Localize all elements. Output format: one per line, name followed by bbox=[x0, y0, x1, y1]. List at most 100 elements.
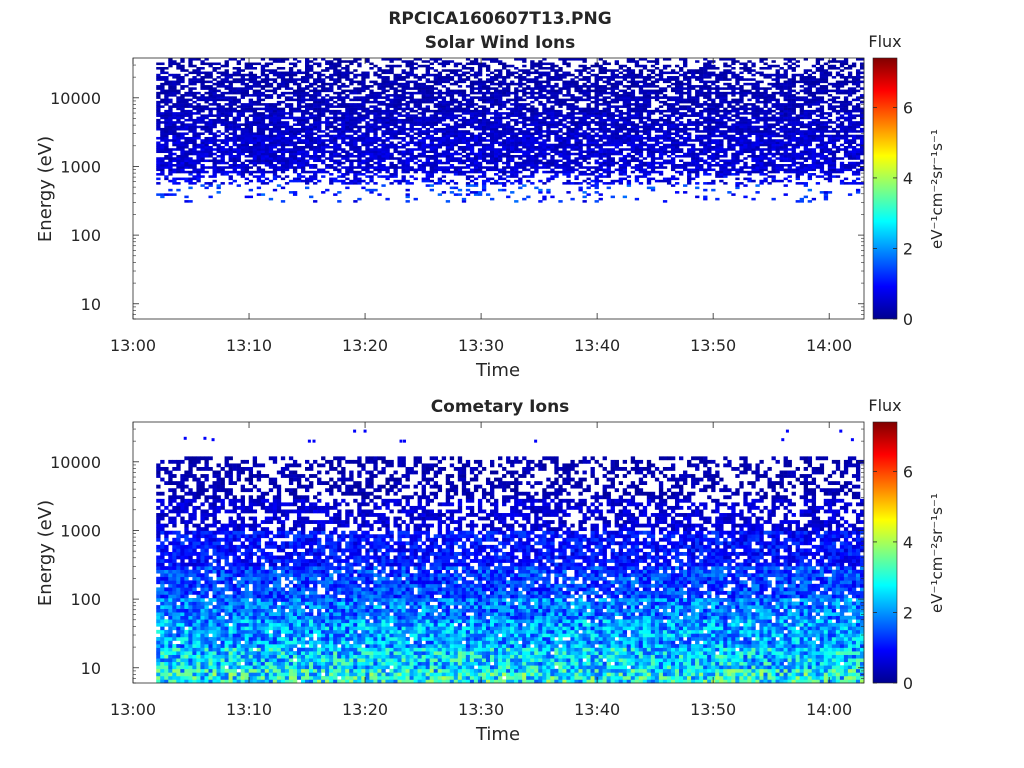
heatmap-cell bbox=[429, 141, 434, 145]
heatmap-cell bbox=[534, 141, 539, 145]
heatmap-cell bbox=[554, 173, 559, 176]
heatmap-cell bbox=[542, 148, 547, 151]
heatmap-cell bbox=[498, 96, 503, 99]
heatmap-cell bbox=[188, 177, 193, 181]
heatmap-cell bbox=[260, 132, 266, 135]
heatmap-cell bbox=[284, 98, 290, 102]
heatmap-cell bbox=[160, 145, 165, 149]
heatmap-cell bbox=[300, 157, 306, 160]
heatmap-cell bbox=[481, 85, 487, 88]
heatmap-cell bbox=[562, 71, 567, 75]
heatmap-cell bbox=[618, 96, 624, 99]
heatmap-cell bbox=[461, 94, 467, 97]
heatmap-cell bbox=[224, 64, 229, 68]
heatmap-cell bbox=[642, 157, 648, 160]
heatmap-cell bbox=[433, 166, 439, 169]
figure-title: RPCICA160607T13.PNG bbox=[388, 9, 611, 29]
heatmap-cell bbox=[212, 91, 217, 95]
heatmap-cell bbox=[638, 91, 644, 95]
heatmap-cell bbox=[666, 107, 672, 111]
heatmap-cell bbox=[506, 100, 511, 104]
heatmap-cell bbox=[180, 134, 185, 138]
heatmap-cell bbox=[357, 136, 362, 140]
heatmap-cell bbox=[606, 161, 611, 165]
heatmap-cell bbox=[300, 89, 306, 93]
heatmap-cell bbox=[200, 82, 205, 86]
heatmap-cell bbox=[630, 107, 636, 111]
heatmap-cell bbox=[228, 139, 233, 142]
heatmap-cell bbox=[594, 200, 599, 203]
heatmap-cell bbox=[377, 168, 382, 172]
heatmap-cell bbox=[292, 143, 298, 147]
heatmap-cell bbox=[321, 145, 326, 149]
heatmap-cell bbox=[321, 148, 326, 151]
heatmap-cell bbox=[610, 91, 615, 95]
heatmap-cell bbox=[582, 150, 587, 154]
heatmap-cell bbox=[433, 103, 439, 106]
heatmap-cell bbox=[224, 173, 229, 176]
heatmap-cell bbox=[192, 150, 197, 154]
heatmap-cell bbox=[618, 182, 624, 185]
heatmap-cell bbox=[530, 116, 535, 120]
heatmap-cell bbox=[610, 85, 615, 88]
heatmap-cell bbox=[490, 121, 495, 124]
heatmap-cell bbox=[658, 166, 664, 169]
heatmap-cell bbox=[510, 170, 515, 174]
heatmap-cell bbox=[284, 87, 290, 90]
heatmap-cell bbox=[220, 148, 225, 151]
heatmap-cell bbox=[240, 69, 245, 72]
heatmap-cell bbox=[445, 145, 451, 149]
heatmap-cell bbox=[345, 170, 350, 174]
heatmap-cell bbox=[252, 82, 258, 86]
heatmap-cell bbox=[373, 127, 378, 131]
heatmap-cell bbox=[317, 64, 322, 68]
heatmap-cell bbox=[168, 130, 173, 133]
heatmap-cell bbox=[441, 170, 447, 174]
heatmap-cell bbox=[401, 125, 406, 129]
heatmap-cell bbox=[498, 76, 503, 79]
heatmap-cell bbox=[184, 114, 189, 117]
heatmap-cell bbox=[405, 168, 410, 172]
heatmap-cell bbox=[349, 98, 354, 102]
heatmap-cell bbox=[437, 159, 443, 163]
heatmap-cell bbox=[461, 145, 467, 149]
heatmap-cell bbox=[417, 85, 422, 88]
heatmap-cell bbox=[288, 116, 294, 120]
heatmap-cell bbox=[662, 145, 668, 149]
heatmap-cell bbox=[658, 157, 664, 160]
heatmap-cell bbox=[349, 143, 354, 147]
heatmap-cell bbox=[449, 141, 455, 145]
heatmap-cell bbox=[469, 109, 475, 113]
heatmap-cell bbox=[477, 62, 483, 66]
heatmap-cell bbox=[638, 69, 644, 72]
heatmap-cell bbox=[514, 91, 519, 95]
heatmap-cell bbox=[333, 71, 338, 75]
heatmap-cell bbox=[240, 89, 245, 93]
heatmap-cell bbox=[357, 125, 362, 129]
heatmap-cell bbox=[333, 177, 338, 181]
heatmap-cell bbox=[180, 164, 185, 167]
heatmap-cell bbox=[168, 161, 173, 165]
heatmap-cell bbox=[228, 159, 233, 163]
heatmap-cell bbox=[498, 130, 503, 133]
heatmap-cell bbox=[498, 98, 503, 102]
heatmap-cell bbox=[365, 98, 370, 102]
heatmap-cell bbox=[385, 94, 390, 97]
heatmap-cell bbox=[417, 64, 422, 68]
heatmap-cell bbox=[421, 141, 426, 145]
heatmap-cell bbox=[449, 145, 455, 149]
heatmap-cell bbox=[502, 166, 507, 169]
heatmap-cell bbox=[477, 154, 483, 158]
heatmap-cell bbox=[188, 62, 193, 66]
heatmap-cell bbox=[449, 82, 455, 86]
heatmap-cell bbox=[506, 94, 511, 97]
heatmap-cell bbox=[232, 164, 237, 167]
heatmap-cell bbox=[558, 166, 563, 169]
heatmap-cell bbox=[534, 154, 539, 158]
heatmap-cell bbox=[457, 103, 463, 106]
heatmap-cell bbox=[546, 91, 551, 95]
heatmap-cell bbox=[409, 127, 414, 131]
heatmap-cell bbox=[296, 152, 302, 156]
heatmap-cell bbox=[264, 85, 270, 88]
heatmap-cell bbox=[654, 143, 660, 147]
